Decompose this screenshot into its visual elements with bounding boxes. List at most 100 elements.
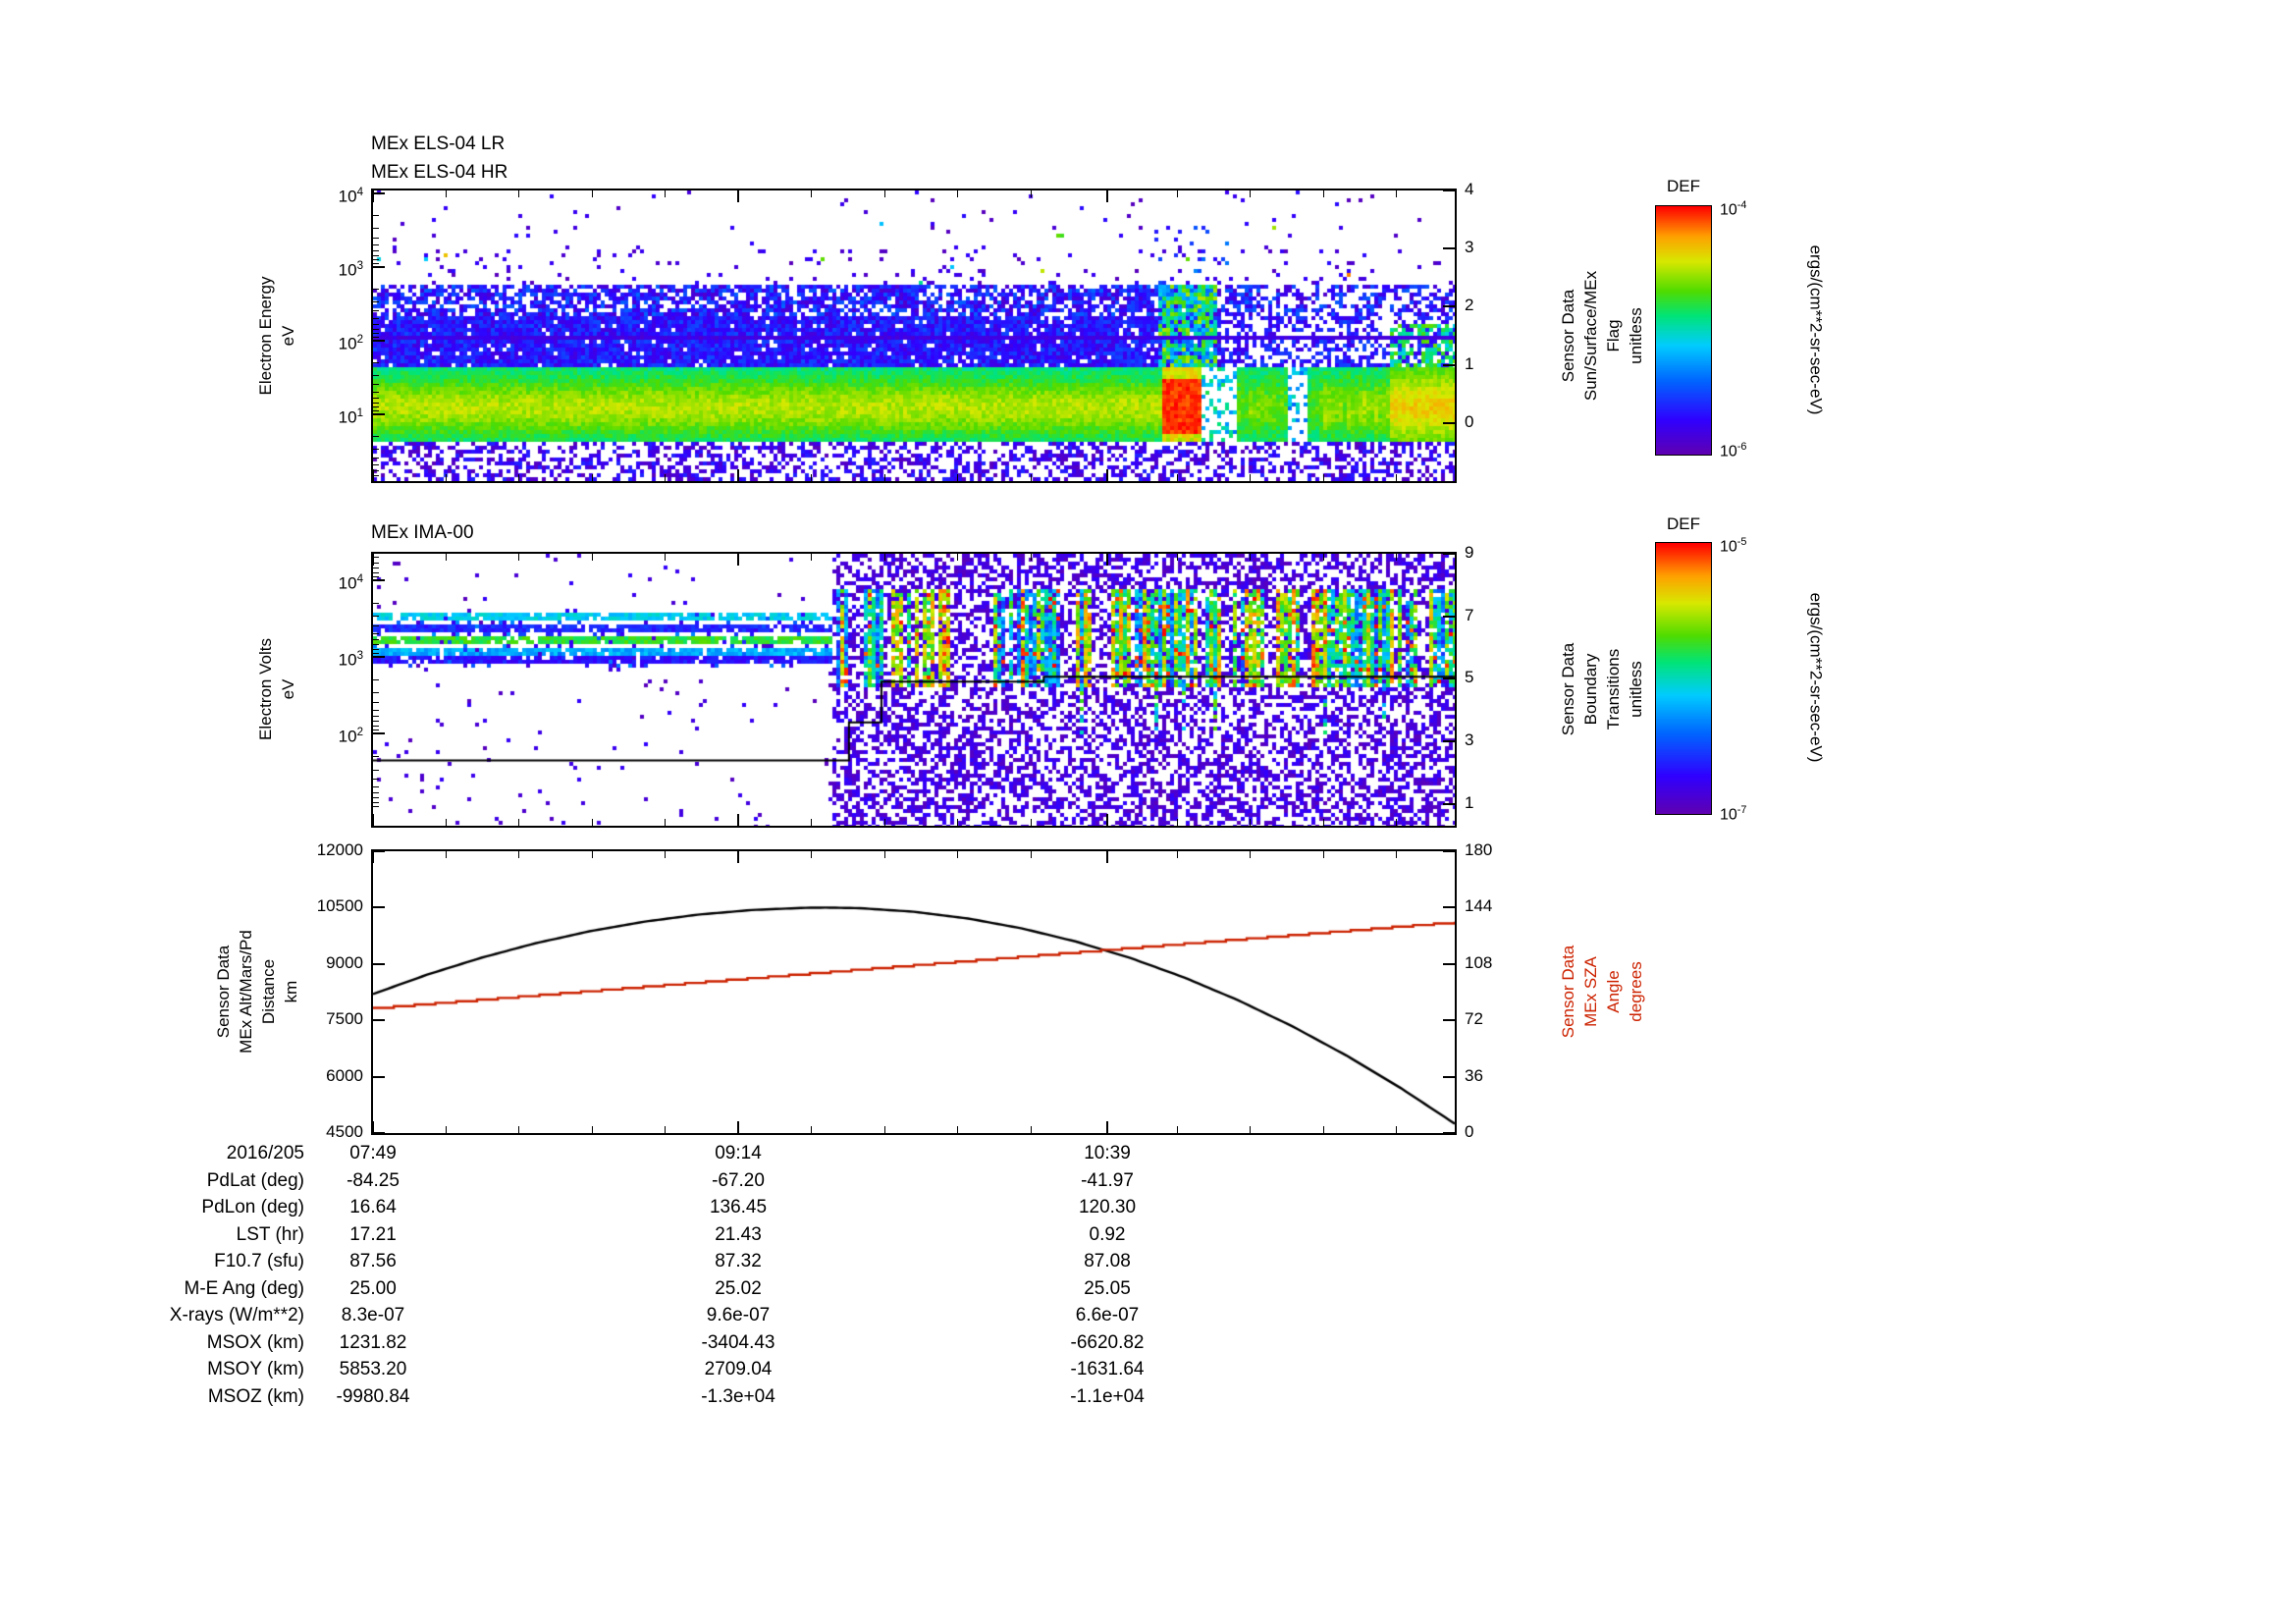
axis-label-line: Distance [259, 958, 278, 1025]
x-tick-minor [811, 819, 813, 826]
x-tick-minor [591, 1126, 593, 1133]
x-tick-major [1106, 814, 1109, 826]
x-tick-major [372, 190, 374, 202]
y-tick-minor [373, 470, 379, 472]
x-tick-minor [665, 190, 667, 197]
table-cell: 2709.04 [704, 1359, 773, 1380]
ima-panel-title: MEx IMA-00 [371, 518, 474, 547]
els-colorbar-min-label: 10-6 [1720, 441, 1747, 460]
y-tick-minor [373, 448, 379, 450]
y-tick-minor [373, 692, 379, 694]
table-cell: -1.3e+04 [701, 1385, 775, 1407]
table-cell: 6.6e-07 [1075, 1305, 1140, 1325]
right-axis-tick [1443, 615, 1455, 618]
right-tick-label: 180 [1465, 840, 1493, 859]
y-tick-minor [373, 755, 379, 757]
x-tick-minor [665, 474, 667, 481]
y-tick-major [373, 655, 385, 658]
table-row: PdLat (deg) -84.25 -67.20 -41.97 [0, 1170, 2296, 1197]
y-tick-minor [373, 721, 379, 723]
right-axis-tick [1443, 1075, 1455, 1078]
x-tick-minor [957, 554, 959, 561]
table-cell: 16.64 [349, 1197, 397, 1217]
y-tick-label: 104 [338, 572, 363, 593]
table-cell: 87.32 [715, 1251, 762, 1271]
right-tick-label: 7 [1465, 605, 1474, 624]
right-tick-label: 108 [1465, 952, 1493, 972]
y-tick-minor [373, 602, 379, 604]
x-tick-minor [957, 819, 959, 826]
x-tick-minor [665, 1126, 667, 1133]
table-cell: 5853.20 [339, 1359, 407, 1380]
y-tick-minor [373, 575, 379, 577]
x-tick-minor [1250, 554, 1252, 561]
x-tick-minor [1250, 190, 1252, 197]
right-tick-label: 1 [1465, 353, 1474, 373]
y-tick-minor [373, 384, 379, 386]
x-tick-minor [1322, 474, 1324, 481]
y-tick-label: 102 [338, 333, 363, 353]
axis-label-line: Boundary [1581, 653, 1600, 726]
x-tick-minor [445, 851, 447, 858]
y-tick-minor [373, 323, 379, 325]
x-tick-minor [445, 190, 447, 197]
axis-label-line: eV [279, 325, 297, 347]
x-tick-minor [665, 819, 667, 826]
right-tick-label: 4 [1465, 180, 1474, 198]
axis-label-line: MEx SZA [1581, 956, 1600, 1027]
x-tick-major [372, 469, 374, 481]
x-tick-minor [1030, 819, 1032, 826]
y-tick-minor [373, 328, 379, 330]
table-row-label: PdLon (deg) [201, 1197, 304, 1217]
y-tick-minor [373, 237, 379, 239]
table-row: 2016/205 07:49 09:14 10:39 [0, 1143, 2296, 1169]
y-tick-major [373, 339, 385, 342]
table-cell: -9980.84 [336, 1385, 410, 1407]
right-axis-tick [1443, 189, 1455, 191]
x-tick-minor [1396, 474, 1398, 481]
els-spectrogram-canvas [373, 190, 1455, 481]
y-tick-minor [373, 709, 379, 711]
y-tick-major [373, 962, 385, 965]
y-tick-label: 10500 [316, 896, 363, 916]
right-axis-tick [1443, 1132, 1455, 1134]
table-cell: 25.00 [349, 1277, 397, 1299]
x-tick-minor [1176, 190, 1178, 197]
x-tick-minor [1030, 190, 1032, 197]
x-tick-minor [883, 819, 885, 826]
y-tick-minor [373, 648, 379, 650]
right-axis-tick [1443, 1019, 1455, 1022]
table-row-label: MSOY (km) [207, 1359, 304, 1380]
x-tick-major [737, 814, 740, 826]
els-right-axis-label: Sensor Data Sun/Surface/MEx Flag unitles… [1557, 271, 1647, 401]
axis-label-line: unitless [1627, 661, 1645, 718]
els-spectrogram-panel: 104 103 102 101 4 3 2 1 0 [339, 180, 1473, 483]
y-tick-minor [373, 301, 379, 303]
x-tick-minor [518, 190, 520, 197]
x-tick-minor [957, 474, 959, 481]
els-colorbar-title: DEF [1667, 177, 1700, 195]
table-row-label: M-E Ang (deg) [184, 1277, 305, 1299]
x-tick-major [1106, 554, 1109, 566]
x-tick-minor [445, 1126, 447, 1133]
right-tick-label: 3 [1465, 730, 1474, 750]
x-tick-minor [1396, 1126, 1398, 1133]
y-tick-minor [373, 475, 379, 477]
y-tick-minor [373, 458, 379, 460]
ephemeris-table: 2016/205 07:49 09:14 10:39 PdLat (deg) -84.25… [0, 1143, 2296, 1428]
y-tick-minor [373, 397, 379, 399]
x-tick-minor [883, 1126, 885, 1133]
x-tick-minor [883, 851, 885, 858]
y-tick-minor [373, 725, 379, 727]
axis-label-line: Sun/Surface/MEx [1581, 270, 1600, 402]
x-tick-minor [811, 474, 813, 481]
y-tick-minor [373, 678, 379, 680]
x-tick-minor [591, 819, 593, 826]
x-tick-minor [591, 190, 593, 197]
table-cell: -6620.82 [1070, 1331, 1145, 1353]
table-cell: 120.30 [1078, 1197, 1137, 1217]
axis-label-line: Transitions [1604, 648, 1623, 730]
table-row-label: X-rays (W/m**2) [169, 1305, 304, 1325]
axis-label-line: degrees [1627, 961, 1645, 1022]
x-tick-minor [445, 474, 447, 481]
